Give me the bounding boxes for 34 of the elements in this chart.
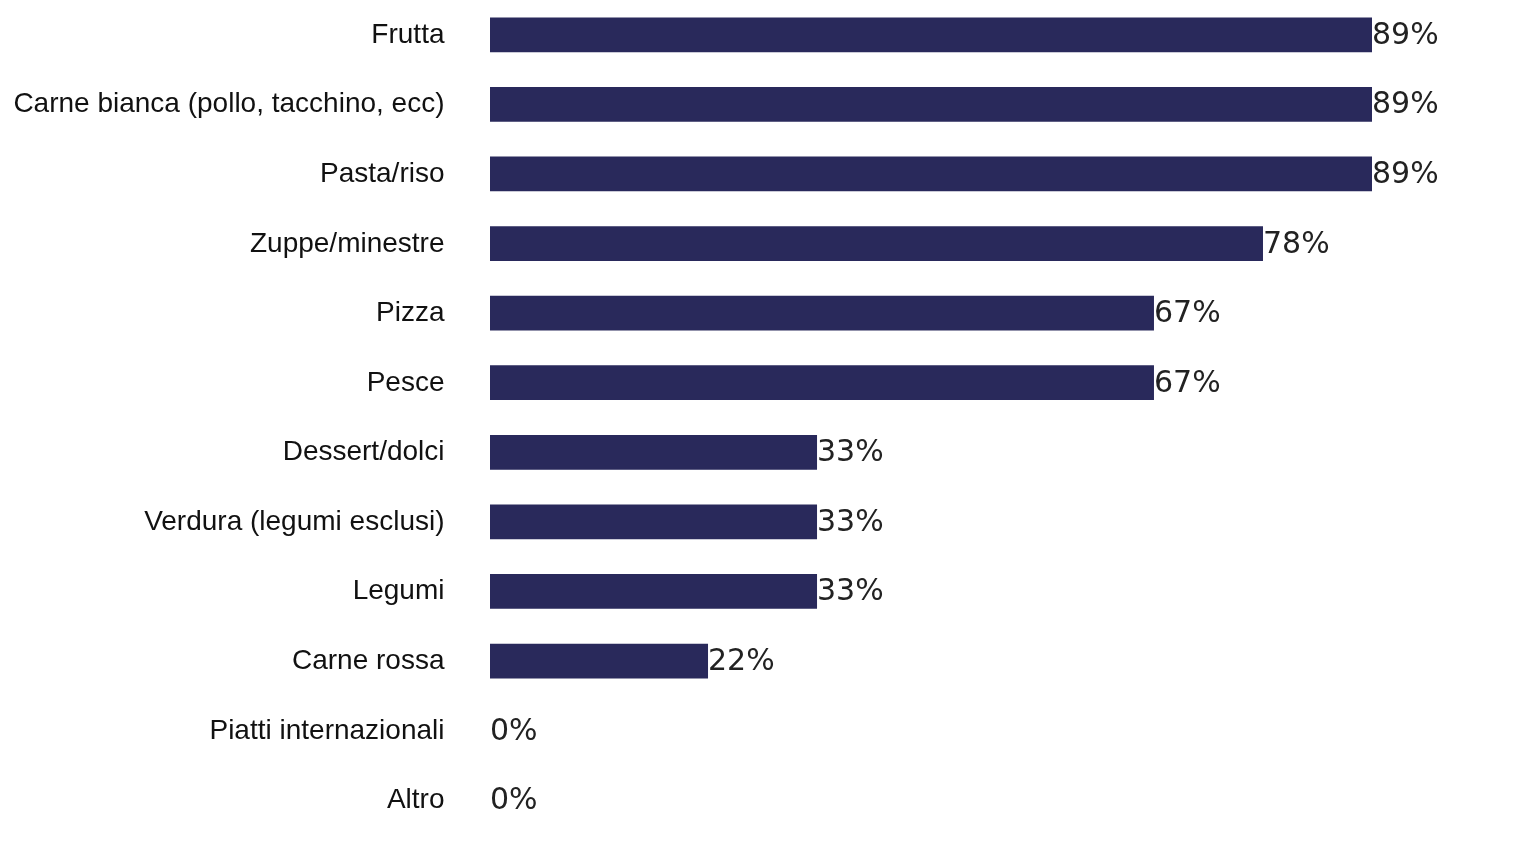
y-tick-label: Frutta — [371, 17, 445, 49]
data-label: 33% — [817, 572, 884, 608]
data-label: 89% — [1372, 15, 1439, 51]
y-tick-label: Zuppe/minestre — [249, 226, 445, 258]
data-label: 0% — [490, 781, 538, 817]
data-label: 89% — [1372, 85, 1439, 121]
y-tick-label: Carne rossa — [291, 644, 445, 676]
bar — [490, 86, 1372, 122]
data-label: 33% — [817, 433, 884, 469]
data-label: 0% — [490, 711, 538, 747]
data-label: 89% — [1372, 154, 1439, 190]
bar — [490, 504, 818, 540]
y-tick-label: Pizza — [376, 296, 445, 328]
bar — [490, 574, 818, 609]
y-tick-label: Dessert/dolci — [282, 435, 445, 467]
bar — [490, 365, 1154, 401]
y-tick-label: Carne bianca (pollo, tacchino, ecc) — [13, 87, 445, 119]
bar — [490, 226, 1263, 261]
y-tick-label: Pasta/riso — [320, 156, 445, 188]
bar — [490, 643, 709, 679]
y-tick-label: Legumi — [352, 574, 445, 606]
y-tick-label: Piatti internazionali — [209, 713, 445, 745]
data-label: 22% — [708, 642, 775, 678]
bar — [490, 434, 818, 470]
data-label: 78% — [1262, 224, 1330, 260]
y-tick-label: Verdura (legumi esclusi) — [144, 504, 445, 536]
bar — [490, 156, 1372, 192]
y-tick-label: Altro — [386, 783, 445, 815]
bar — [490, 17, 1372, 53]
data-label: 67% — [1153, 294, 1221, 330]
y-tick-label: Pesce — [366, 365, 445, 397]
bar — [490, 295, 1154, 331]
data-label: 33% — [817, 502, 884, 538]
data-label: 67% — [1153, 363, 1221, 399]
